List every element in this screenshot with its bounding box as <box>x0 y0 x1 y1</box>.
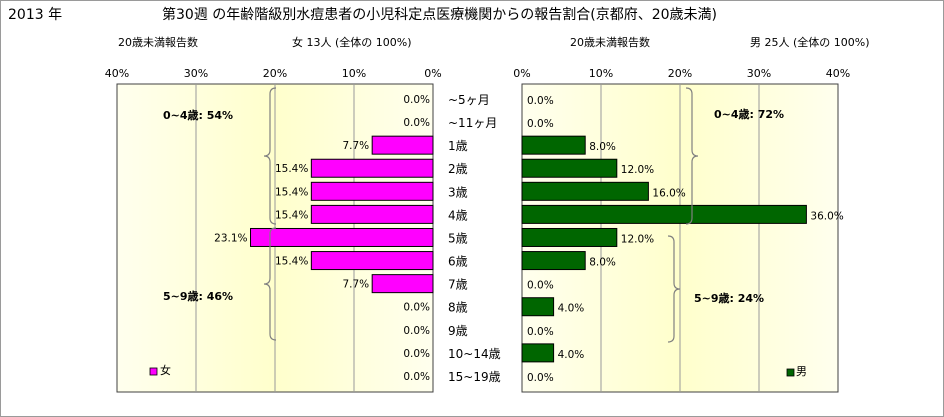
left-bar <box>310 158 434 178</box>
right-data-label: 36.0% <box>810 210 843 222</box>
left-data-label: 0.0% <box>403 94 430 106</box>
category-label: 7歳 <box>448 278 468 292</box>
left-bar <box>250 227 434 247</box>
right-x-tick-label: 0% <box>513 67 530 80</box>
left-bar <box>371 135 434 155</box>
chart-title: 第30週 の年齢階級別水痘患者の小児科定点医療機関からの報告割合(京都府、20歳… <box>162 7 718 23</box>
right-bar <box>521 158 618 178</box>
right-data-label: 12.0% <box>621 233 654 245</box>
right-x-tick-label: 10% <box>589 67 613 80</box>
right-subtitle-summary: 男 25人 (全体の 100%) <box>750 36 870 49</box>
left-data-label: 15.4% <box>275 209 308 221</box>
left-bar <box>371 274 434 294</box>
right-data-label: 4.0% <box>558 303 585 315</box>
left-bar <box>310 204 434 224</box>
category-label: 2歳 <box>448 162 468 176</box>
right-data-label: 8.0% <box>589 141 616 153</box>
left-brace-5-9 <box>263 227 277 341</box>
left-brace-0-4 <box>263 87 277 225</box>
category-label: 10~14歳 <box>448 347 501 361</box>
category-label: ~11ヶ月 <box>448 116 497 130</box>
left-data-label: 0.0% <box>403 371 430 383</box>
left-data-label: 15.4% <box>275 256 308 268</box>
category-label: ~5ヶ月 <box>448 93 490 107</box>
right-data-label: 0.0% <box>527 372 554 384</box>
left-bar <box>310 251 434 271</box>
right-x-tick-label: 30% <box>747 67 771 80</box>
year-label: 2013 年 <box>8 7 63 23</box>
right-x-tick-label: 20% <box>668 67 692 80</box>
left-data-label: 0.0% <box>403 117 430 129</box>
left-subtitle-summary: 女 13人 (全体の 100%) <box>292 36 412 49</box>
left-data-label: 7.7% <box>342 140 369 152</box>
left-annotation-0-4: 0~4歳: 54% <box>163 109 234 122</box>
right-legend-swatch <box>786 368 795 377</box>
left-x-tick-label: 40% <box>105 67 129 80</box>
category-label: 9歳 <box>448 324 468 338</box>
left-data-label: 7.7% <box>342 279 369 291</box>
right-bar <box>521 343 555 363</box>
right-data-label: 8.0% <box>589 257 616 269</box>
left-annotation-5-9: 5~9歳: 46% <box>163 290 234 303</box>
left-bar <box>310 181 434 201</box>
left-data-label: 0.0% <box>403 302 430 314</box>
category-label: 4歳 <box>448 208 468 222</box>
left-x-tick-label: 0% <box>424 67 441 80</box>
right-data-label: 0.0% <box>527 326 554 338</box>
right-data-label: 0.0% <box>527 95 554 107</box>
left-data-label: 23.1% <box>214 232 247 244</box>
right-data-label: 0.0% <box>527 280 554 292</box>
left-x-tick-label: 20% <box>263 67 287 80</box>
right-bar <box>521 204 807 224</box>
left-x-tick-label: 30% <box>184 67 208 80</box>
category-label: 5歳 <box>448 231 468 245</box>
left-data-label: 15.4% <box>275 163 308 175</box>
right-brace-0-4 <box>685 87 699 225</box>
left-legend-label: 女 <box>160 364 171 377</box>
left-legend-swatch <box>149 367 158 376</box>
right-legend-label: 男 <box>796 365 807 378</box>
right-x-tick-label: 40% <box>826 67 850 80</box>
left-data-label: 0.0% <box>403 325 430 337</box>
right-bar <box>521 135 586 155</box>
right-annotation-0-4: 0~4歳: 72% <box>714 108 785 121</box>
right-bar <box>521 297 555 317</box>
right-annotation-5-9: 5~9歳: 24% <box>694 292 765 305</box>
right-data-label: 4.0% <box>558 349 585 361</box>
category-label: 1歳 <box>448 139 468 153</box>
right-bar <box>521 181 649 201</box>
right-bar <box>521 227 618 247</box>
left-x-tick-label: 10% <box>342 67 366 80</box>
left-subtitle-label: 20歳未満報告数 <box>118 36 198 49</box>
category-label: 3歳 <box>448 185 468 199</box>
right-data-label: 0.0% <box>527 118 554 130</box>
right-data-label: 12.0% <box>621 164 654 176</box>
left-data-label: 15.4% <box>275 186 308 198</box>
right-subtitle-label: 20歳未満報告数 <box>570 36 650 49</box>
category-label: 6歳 <box>448 255 468 269</box>
left-data-label: 0.0% <box>403 348 430 360</box>
category-label: 8歳 <box>448 301 468 315</box>
category-label: 15~19歳 <box>448 370 501 384</box>
right-data-label: 16.0% <box>652 187 685 199</box>
right-bar <box>521 251 586 271</box>
right-brace-5-9 <box>667 235 681 343</box>
